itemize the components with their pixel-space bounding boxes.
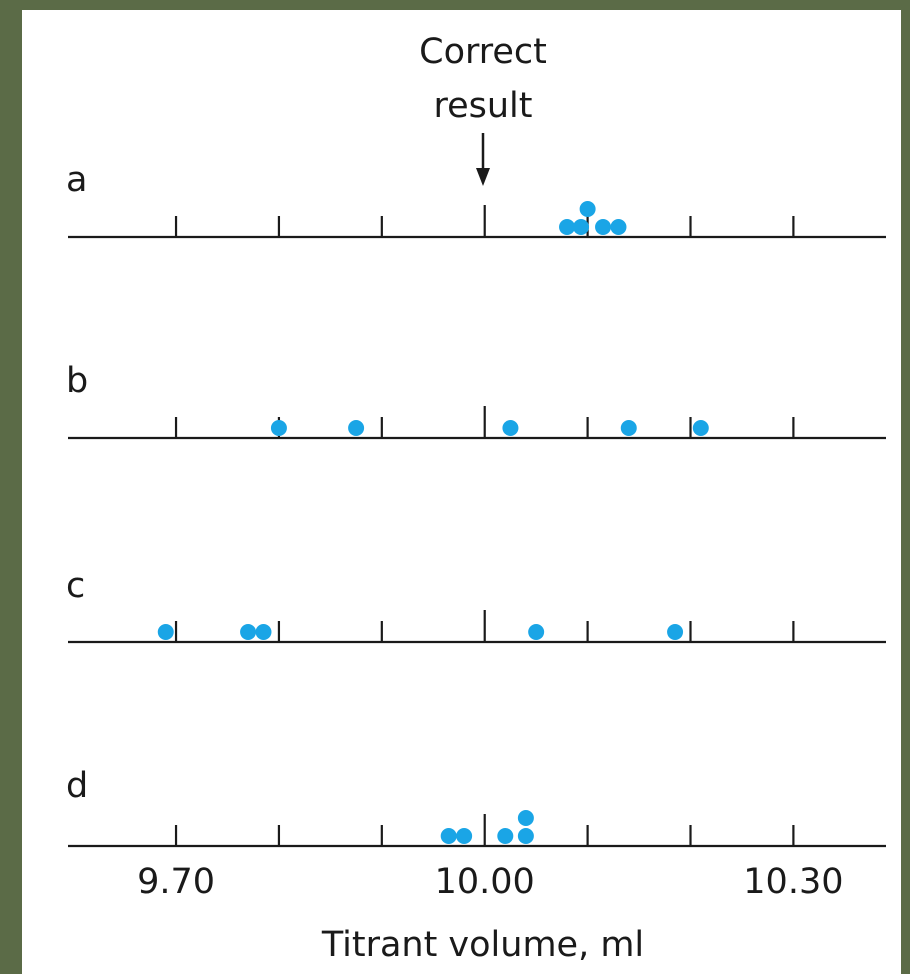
- annotation-line-2: result: [433, 86, 532, 126]
- data-point-c-0: [157, 624, 174, 640]
- panel-b: b: [66, 361, 886, 440]
- annotation-arrow-head: [476, 168, 490, 186]
- data-point-b-4: [692, 420, 709, 436]
- data-point-d-0: [440, 828, 457, 844]
- data-point-c-2: [255, 624, 272, 640]
- annotation-line-1: Correct: [419, 32, 547, 72]
- figure-panel: [22, 10, 901, 974]
- data-point-c-3: [528, 624, 545, 640]
- panel-label-b: b: [66, 361, 88, 401]
- panel-d: d: [66, 766, 886, 848]
- panel-c: c: [66, 566, 886, 644]
- data-point-b-0: [270, 420, 287, 436]
- x-tick-labels: 9.70 10.00 10.30: [137, 862, 843, 902]
- data-point-b-1: [348, 420, 365, 436]
- data-point-a-1: [573, 219, 590, 235]
- data-point-b-3: [620, 420, 637, 436]
- x-tick-label-1: 10.00: [435, 862, 535, 902]
- data-point-d-2: [497, 828, 514, 844]
- x-tick-label-2: 10.30: [743, 862, 843, 902]
- x-tick-label-0: 9.70: [137, 862, 215, 902]
- data-point-b-2: [502, 420, 519, 436]
- panel-label-c: c: [66, 566, 85, 606]
- x-axis-label: Titrant volume, ml: [321, 925, 644, 965]
- panel-label-d: d: [66, 766, 88, 806]
- panel-label-a: a: [66, 160, 87, 200]
- data-point-c-4: [667, 624, 684, 640]
- correct-result-annotation: Correct result: [419, 32, 547, 186]
- data-point-a-0: [559, 219, 576, 235]
- data-point-a-3: [610, 219, 627, 235]
- data-point-d-3: [517, 828, 534, 844]
- data-point-d-4: [517, 810, 534, 826]
- data-point-d-1: [456, 828, 473, 844]
- data-point-a-4: [579, 201, 596, 217]
- panel-a: a: [66, 160, 886, 239]
- data-point-c-1: [240, 624, 257, 640]
- data-point-a-2: [595, 219, 612, 235]
